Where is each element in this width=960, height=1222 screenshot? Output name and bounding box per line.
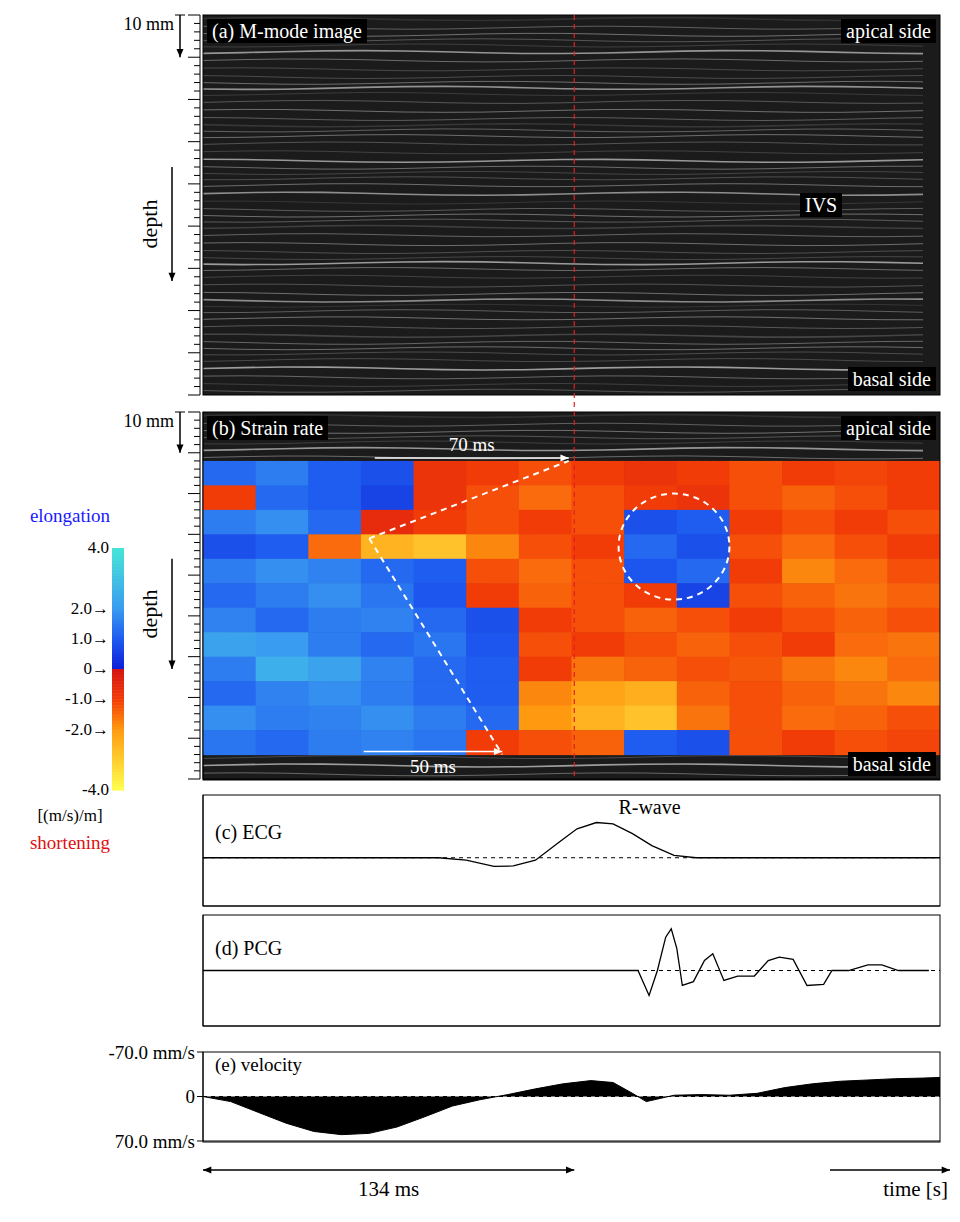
html-text:apical side: apical side	[846, 20, 931, 42]
html-text:R-wave: R-wave	[618, 796, 681, 818]
html-text:10 mm: 10 mm	[123, 411, 174, 431]
html-text:(e) velocity: (e) velocity	[215, 1054, 302, 1075]
html-text:(d) PCG: (d) PCG	[215, 937, 283, 959]
html-text:70 ms: 70 ms	[448, 433, 495, 455]
html-text:depth: depth	[137, 199, 162, 249]
html-text:(b) Strain rate: (b) Strain rate	[212, 417, 324, 439]
svg-text:70.0 mm/s: 70.0 mm/s	[115, 1131, 195, 1152]
html-text:-2.0→: -2.0→	[65, 719, 109, 739]
html-text:basal side: basal side	[852, 368, 931, 390]
html-text:-4.0: -4.0	[82, 780, 109, 799]
html-text:basal side: basal side	[852, 753, 931, 775]
html-text:IVS: IVS	[805, 194, 838, 216]
svg-text:-70.0 mm/s: -70.0 mm/s	[108, 1042, 195, 1063]
html-text:depth: depth	[137, 590, 162, 639]
html-text:1.0→: 1.0→	[70, 628, 109, 648]
html-text:4.0: 4.0	[87, 538, 109, 557]
html-text:apical side: apical side	[846, 417, 931, 439]
html-text:shortening: shortening	[29, 832, 111, 853]
html-text:time [s]: time [s]	[883, 1177, 948, 1201]
html-text:elongation: elongation	[29, 505, 111, 526]
html-text:10 mm: 10 mm	[123, 14, 174, 34]
html-text:(a) M-mode image: (a) M-mode image	[212, 20, 362, 42]
html-text:(c) ECG: (c) ECG	[215, 821, 283, 843]
html-text:134 ms: 134 ms	[358, 1177, 420, 1201]
html-text:50 ms: 50 ms	[410, 755, 456, 777]
html-text:0→: 0→	[83, 659, 109, 678]
html-text:[(m/s)/m]: [(m/s)/m]	[37, 806, 103, 825]
html-text:2.0→: 2.0→	[70, 598, 109, 618]
svg-text:0: 0	[186, 1086, 196, 1107]
html-text:-1.0→: -1.0→	[65, 689, 109, 709]
